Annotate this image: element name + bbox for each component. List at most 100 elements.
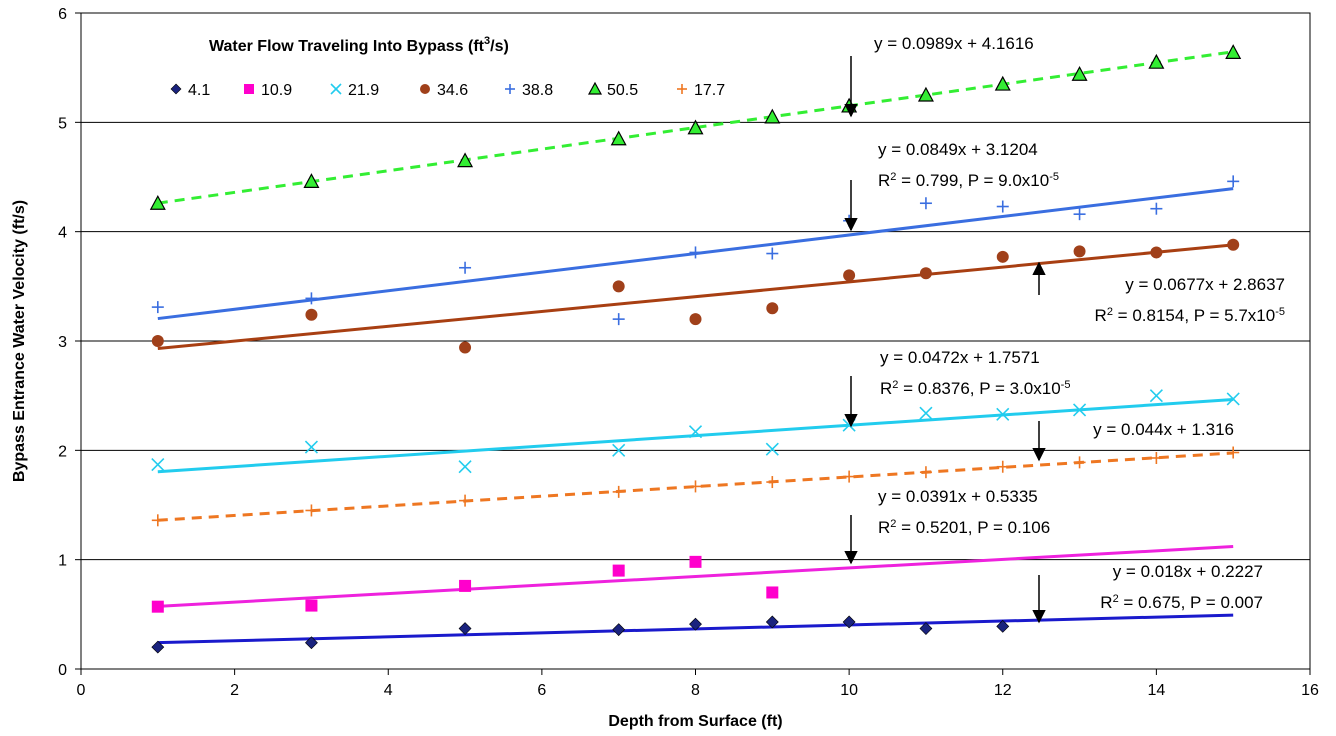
legend-marker-50.5 [587, 81, 603, 95]
legend: Water Flow Traveling Into Bypass (ft3/s)… [170, 35, 725, 99]
annotation-line: R2 = 0.675, P = 0.007 [1100, 593, 1263, 612]
axes [75, 12, 1311, 675]
point-10.9-3 [612, 564, 625, 577]
annotation-5: y = 0.0391x + 0.5335 R2 = 0.5201, P = 0.1… [844, 487, 1050, 565]
point-50.5-0 [149, 194, 166, 210]
equation-annotations: y = 0.0989x + 4.1616 y = 0.0849x + 3.1204… [844, 34, 1285, 624]
point-17.7-8 [996, 460, 1009, 473]
legend-marker-38.8 [505, 84, 515, 94]
point-34.6-5 [766, 302, 779, 315]
point-17.7-10 [1150, 451, 1163, 464]
point-38.8-0 [151, 301, 164, 314]
trendline-21.9 [157, 397, 1234, 474]
annotation-line: R2 = 0.8154, P = 5.7x10-5 [1095, 306, 1285, 325]
point-34.6-9 [1073, 245, 1086, 258]
point-17.7-5 [766, 476, 779, 489]
trendline-34.6 [157, 243, 1234, 350]
point-17.7-9 [1073, 456, 1086, 469]
point-4.1-8 [996, 619, 1010, 633]
y-tick-label: 3 [58, 334, 67, 351]
point-38.8-10 [1150, 202, 1163, 215]
point-38.8-3 [612, 313, 625, 326]
point-38.8-5 [766, 247, 779, 260]
y-tick-label: 0 [58, 662, 67, 679]
point-21.9-4 [688, 425, 703, 439]
y-tick-label: 4 [58, 225, 67, 242]
annotation-line: y = 0.0391x + 0.5335 [878, 487, 1038, 506]
point-17.7-11 [1227, 446, 1240, 459]
point-10.9-5 [766, 586, 779, 599]
trendline-50.5 [157, 50, 1234, 205]
point-21.9-3 [612, 443, 626, 457]
point-4.1-5 [765, 615, 779, 629]
point-10.9-4 [689, 555, 702, 568]
point-34.6-8 [996, 250, 1009, 263]
trendline-17.7 [157, 451, 1234, 522]
trendline-10.9 [157, 545, 1234, 608]
annotation-line: y = 0.0989x + 4.1616 [874, 34, 1034, 53]
point-21.9-5 [765, 442, 779, 456]
point-17.7-1 [305, 504, 318, 517]
legend-marker-4.1 [170, 83, 182, 95]
point-21.9-8 [996, 407, 1010, 421]
point-38.8-11 [1227, 175, 1240, 188]
point-4.1-1 [305, 636, 318, 650]
point-21.9-2 [458, 460, 472, 474]
point-50.5-1 [303, 173, 320, 188]
legend-label-10.9: 10.9 [261, 82, 292, 99]
point-50.5-9 [1071, 65, 1088, 81]
point-21.9-0 [151, 457, 165, 472]
annotation-2: y = 0.0677x + 2.8637 R2 = 0.8154, P = 5.7… [1032, 261, 1285, 325]
point-4.1-2 [458, 622, 472, 635]
point-10.9-0 [151, 600, 164, 613]
point-50.5-5 [764, 108, 781, 124]
legend-label-50.5: 50.5 [607, 82, 638, 99]
point-34.6-3 [612, 280, 625, 293]
point-38.8-8 [996, 200, 1009, 213]
legend-title: Water Flow Traveling Into Bypass (ft3/s) [209, 35, 509, 55]
point-10.9-2 [459, 579, 472, 592]
point-17.7-2 [459, 494, 472, 507]
point-34.6-2 [459, 341, 472, 354]
x-axis-title: Depth from Surface (ft) [608, 713, 782, 730]
annotation-4: y = 0.044x + 1.316 [1032, 420, 1234, 462]
point-50.5-10 [1148, 53, 1165, 69]
legend-label-4.1: 4.1 [188, 82, 210, 99]
point-50.5-2 [457, 152, 474, 168]
legend-marker-17.7 [677, 84, 687, 94]
annotation-line: y = 0.0677x + 2.8637 [1125, 275, 1285, 294]
y-tick-label: 2 [58, 443, 67, 460]
point-17.7-7 [919, 466, 932, 479]
annotation-line: y = 0.044x + 1.316 [1093, 420, 1234, 439]
point-10.9-1 [305, 599, 318, 612]
point-38.8-2 [459, 261, 472, 274]
point-38.8-6 [843, 214, 856, 227]
point-38.8-1 [305, 292, 318, 305]
point-34.6-7 [919, 267, 932, 280]
point-4.1-6 [842, 615, 856, 629]
annotation-line: R2 = 0.5201, P = 0.106 [878, 518, 1050, 537]
annotation-line: y = 0.0849x + 3.1204 [878, 140, 1038, 159]
annotation-line: R2 = 0.8376, P = 3.0x10-5 [880, 379, 1070, 398]
x-tick-label: 14 [1147, 682, 1165, 699]
x-tick-label: 12 [994, 682, 1012, 699]
y-tick-label: 6 [58, 6, 67, 23]
point-38.8-4 [689, 246, 702, 259]
point-34.6-1 [305, 308, 318, 321]
x-tick-label: 8 [691, 682, 700, 699]
x-tick-label: 4 [384, 682, 393, 699]
data-points [149, 44, 1242, 654]
annotation-line: y = 0.018x + 0.2227 [1113, 562, 1263, 581]
point-21.9-11 [1226, 392, 1240, 406]
x-tick-label: 10 [840, 682, 858, 699]
point-38.8-9 [1073, 208, 1086, 221]
annotation-0: y = 0.0989x + 4.1616 [844, 34, 1034, 118]
point-50.5-11 [1225, 44, 1242, 59]
y-axis-title: Bypass Entrance Water Velocity (ft/s) [11, 200, 28, 482]
y-tick-label: 5 [58, 115, 67, 132]
legend-marker-21.9 [330, 83, 342, 95]
point-4.1-4 [689, 617, 702, 631]
point-17.7-4 [689, 480, 702, 493]
legend-label-21.9: 21.9 [348, 82, 379, 99]
legend-label-38.8: 38.8 [522, 82, 553, 99]
